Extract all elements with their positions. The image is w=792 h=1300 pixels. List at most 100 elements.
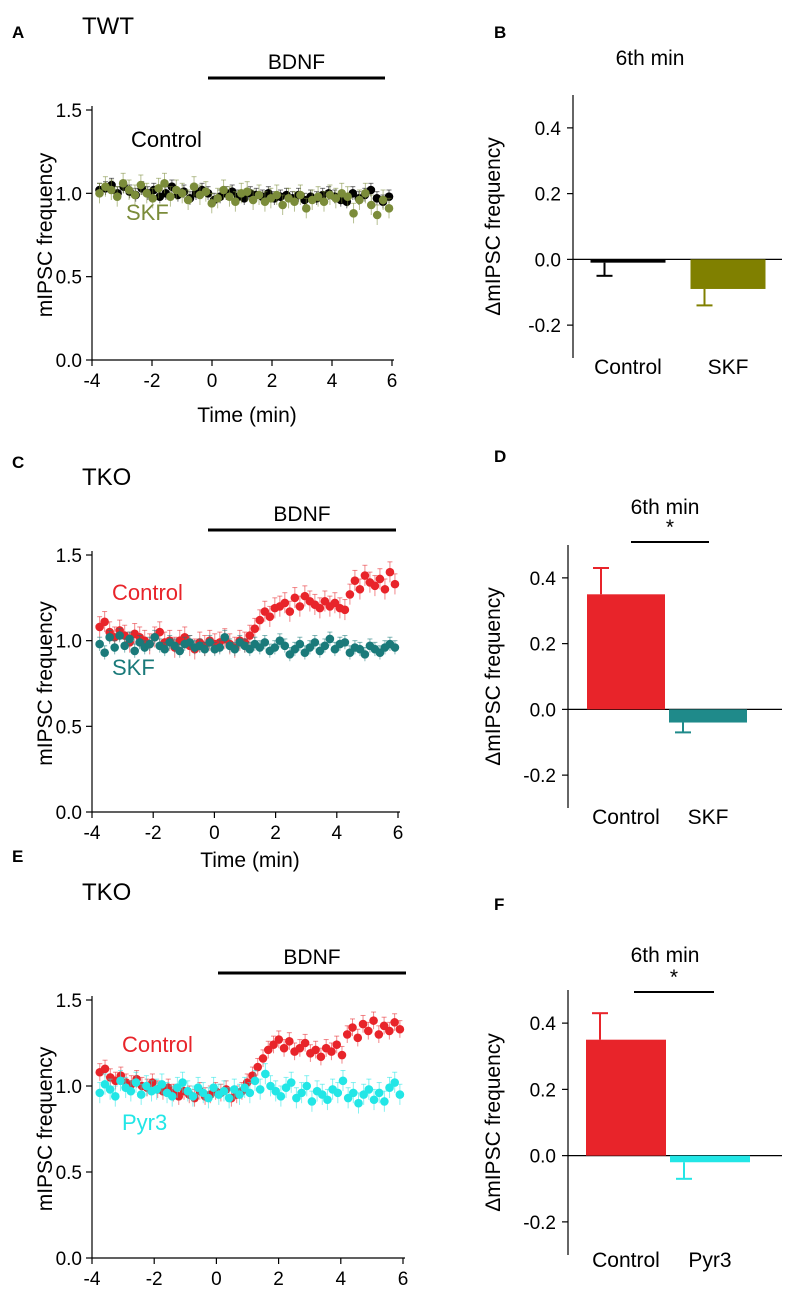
data-point (374, 1030, 384, 1039)
data-point (364, 1085, 374, 1094)
data-point (327, 1047, 336, 1056)
data-point (358, 1019, 368, 1029)
data-point (390, 1078, 400, 1087)
y-tick-label: -0.2 (523, 766, 556, 787)
panel-label: B (494, 23, 506, 42)
data-point (385, 1026, 394, 1036)
data-point (254, 190, 264, 200)
bar-pyr3 (670, 1155, 750, 1163)
x-axis-label: Time (min) (200, 849, 300, 872)
data-point (100, 1064, 110, 1074)
data-point (105, 632, 114, 642)
bar-control (586, 1039, 666, 1156)
data-point (230, 644, 240, 654)
data-point (296, 190, 305, 200)
legend-control: Control (131, 127, 202, 152)
y-tick-label: 1.5 (56, 546, 82, 567)
y-tick-label: 0.2 (530, 1080, 556, 1101)
data-point (372, 210, 382, 220)
y-axis-label: ΔmIPSC frequency (482, 587, 505, 766)
data-point (95, 189, 104, 198)
data-point (319, 197, 329, 206)
data-point (370, 581, 380, 591)
y-axis-label: mIPSC frequency (34, 1046, 57, 1211)
data-point (366, 200, 376, 210)
y-tick-label: 0.5 (56, 1163, 82, 1184)
data-point (100, 648, 109, 657)
x-tick-label: 0 (209, 823, 220, 844)
category-label: Control (592, 1249, 660, 1272)
data-point (325, 634, 335, 644)
y-tick-label: 1.0 (56, 632, 82, 653)
data-point (204, 1093, 213, 1103)
y-tick-label: 0.0 (56, 803, 82, 824)
data-point (225, 192, 234, 201)
data-point (280, 598, 290, 608)
x-tick-label: 2 (273, 1269, 284, 1290)
data-point (260, 638, 270, 647)
data-point (183, 195, 193, 205)
category-label: Control (592, 806, 660, 829)
data-point (361, 189, 370, 198)
data-point (360, 650, 370, 659)
data-point (107, 185, 116, 195)
legend-pyr3: Pyr3 (122, 1110, 167, 1135)
y-tick-label: 0.0 (56, 1249, 82, 1270)
data-point (355, 584, 365, 594)
y-tick-label: 0.4 (530, 1014, 557, 1035)
data-point (160, 179, 169, 188)
data-point (390, 643, 400, 652)
x-tick-label: 0 (211, 1269, 222, 1290)
x-tick-label: 6 (393, 823, 404, 844)
y-tick-label: 1.5 (56, 101, 82, 122)
data-point (255, 615, 265, 625)
panel-label: D (494, 447, 506, 466)
x-tick-label: 6 (387, 371, 398, 392)
y-tick-label: 1.5 (56, 991, 82, 1012)
panel-title: 6th min (631, 944, 700, 967)
data-point (130, 646, 139, 656)
x-tick-label: -2 (146, 1269, 163, 1290)
data-point (110, 1092, 120, 1101)
data-point (263, 1045, 273, 1055)
bdnf-label: BDNF (273, 503, 330, 526)
data-point (279, 1043, 289, 1053)
data-point (311, 1045, 320, 1055)
data-point (118, 179, 128, 188)
data-point (331, 194, 341, 203)
data-point (145, 639, 154, 649)
data-point (374, 1088, 384, 1098)
x-tick-label: 4 (327, 371, 338, 392)
data-point (354, 1098, 363, 1108)
legend-skf: SKF (126, 200, 169, 225)
data-point (116, 1076, 125, 1086)
panel-label: F (494, 895, 504, 914)
data-point (363, 1026, 373, 1036)
data-point (95, 639, 104, 649)
data-point (315, 603, 325, 613)
panel-E: E TKO BDNF 0.0 0.5 1.0 1.5 -4 -2 0 2 4 6 mIPSC freque… (12, 847, 408, 1290)
data-point (209, 1083, 218, 1093)
series-skf (95, 172, 394, 225)
x-tick-label: -2 (145, 823, 162, 844)
data-point (355, 195, 364, 205)
data-point (300, 1038, 310, 1048)
bdnf-label: BDNF (268, 51, 325, 74)
data-point (323, 1095, 332, 1105)
data-point (125, 634, 134, 644)
data-point (148, 194, 157, 203)
data-point (395, 1024, 405, 1034)
y-tick-label: 0.5 (56, 268, 82, 289)
panel-label: C (12, 453, 24, 472)
data-point (390, 1018, 399, 1027)
data-point (272, 190, 282, 200)
y-tick-label: 0.0 (535, 250, 561, 271)
data-point (253, 1062, 263, 1072)
data-point (235, 1090, 244, 1099)
data-point (124, 185, 134, 195)
x-tick-label: 2 (267, 371, 278, 392)
data-point (231, 197, 240, 206)
y-tick-label: 0.5 (56, 717, 82, 738)
panel-label: E (12, 847, 23, 866)
x-tick-label: 4 (332, 823, 343, 844)
